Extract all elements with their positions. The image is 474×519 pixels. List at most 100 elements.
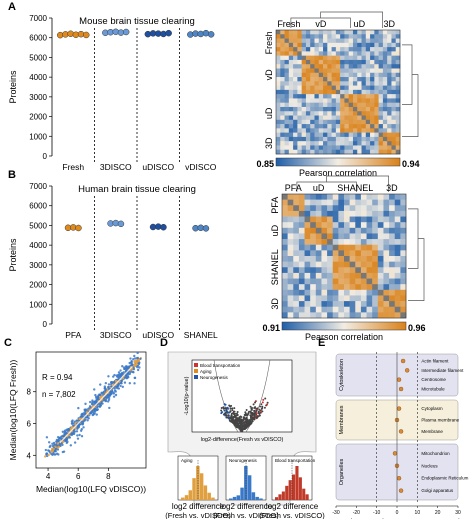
heatmap-cell (357, 89, 362, 95)
data-point (247, 412, 250, 415)
heatmap-cell (370, 136, 375, 142)
heatmap-cell (383, 227, 390, 234)
heatmap-cell (352, 94, 358, 99)
heatmap-cell (280, 119, 285, 125)
heatmap-cell (304, 289, 311, 296)
heatmap-cell (340, 128, 345, 133)
heatmap-cell (298, 233, 305, 240)
heatmap-cell (282, 284, 288, 291)
histogram-bar (184, 495, 189, 500)
heatmap-cell (344, 261, 350, 268)
data-point (239, 428, 242, 431)
heatmap-cell (323, 115, 328, 121)
heatmap-cell (318, 102, 324, 108)
heatmap-cell (377, 312, 384, 319)
heatmap-cell (338, 312, 345, 319)
heatmap-cell (280, 89, 285, 95)
heatmap-cell (383, 216, 390, 223)
heatmap-cell (338, 306, 345, 313)
heatmap-cell (314, 149, 320, 155)
heatmap-cell (391, 72, 397, 78)
heatmap-cell (361, 68, 367, 74)
heatmap-cell (327, 106, 332, 112)
heatmap-cell (344, 94, 349, 99)
heatmap-cell (360, 233, 367, 240)
heatmap-cell (287, 312, 294, 319)
heatmap-cell (348, 68, 354, 74)
heatmap-cell (360, 295, 367, 302)
heatmap-cell (391, 51, 397, 56)
heatmap-cell (357, 102, 362, 108)
heatmap-cell (370, 34, 375, 39)
heatmap-cell (357, 38, 362, 44)
data-point (101, 402, 104, 405)
heatmap-cell (323, 102, 328, 108)
heatmap-cell (321, 284, 328, 291)
y-tick-label: 6000 (29, 34, 47, 43)
heatmap-cell (287, 244, 294, 251)
heatmap-cell (365, 119, 371, 125)
data-point (48, 451, 52, 454)
heatmap-cell (327, 42, 332, 48)
heatmap-cell (335, 59, 341, 65)
heatmap-cell (297, 64, 302, 69)
heatmap-cell (391, 64, 397, 69)
data-point (104, 399, 108, 403)
heatmap-cell (374, 149, 379, 155)
heatmap-cell (348, 51, 354, 56)
heatmap-cell (378, 132, 384, 138)
heatmap-cell (280, 81, 285, 86)
heatmap-cell (352, 132, 358, 138)
heatmap-cell (297, 89, 302, 95)
heatmap-cell (352, 136, 358, 142)
heatmap-cell (349, 205, 356, 212)
heatmap-cell (323, 72, 328, 78)
heatmap-cell (332, 244, 339, 251)
heatmap-cell (361, 59, 367, 65)
heatmap-cell (310, 272, 317, 279)
heatmap-cell (394, 267, 401, 274)
heatmap-cell (365, 68, 371, 74)
heatmap-cell (361, 34, 367, 39)
heatmap-cell (318, 111, 324, 116)
heatmap-cell (355, 222, 362, 229)
heatmap-cell (348, 102, 354, 108)
heatmap-cell (348, 38, 354, 44)
heatmap-cell (293, 289, 300, 296)
heatmap-cell (374, 89, 379, 95)
heatmap-cell (282, 306, 288, 313)
x-tick-label: 20 (435, 510, 441, 516)
heatmap-cell (338, 261, 345, 268)
data-point (115, 386, 118, 389)
heatmap-cell (318, 106, 324, 112)
data-point (232, 416, 235, 419)
heatmap-cell (327, 59, 332, 65)
heatmap-cell (377, 250, 384, 257)
data-point (258, 408, 261, 411)
heatmap-cell (378, 145, 384, 151)
data-point (95, 413, 98, 416)
heatmap-cell (331, 149, 337, 155)
heatmap-cell (360, 239, 367, 246)
heatmap-cell (297, 85, 302, 91)
heatmap-cell (301, 81, 307, 86)
data-point (117, 382, 120, 386)
heatmap-cell (298, 250, 305, 257)
heatmap-cell (284, 34, 290, 39)
heatmap-cell (327, 34, 332, 39)
heatmap-cell (305, 141, 311, 146)
heatmap-cell (288, 68, 294, 74)
heatmap-cell (310, 261, 317, 268)
heatmap-cell (383, 239, 390, 246)
heatmap-cell (280, 149, 285, 155)
heatmap-cell (366, 267, 373, 274)
heatmap-cell (335, 89, 341, 95)
heatmap-cell (288, 149, 294, 155)
heatmap-cell (361, 128, 367, 133)
heatmap-cell (314, 98, 320, 103)
data-point (70, 420, 74, 423)
heatmap-cell (280, 102, 285, 108)
heatmap-cell (355, 256, 362, 262)
heatmap-cell (327, 136, 332, 142)
heatmap-cell (374, 51, 379, 56)
